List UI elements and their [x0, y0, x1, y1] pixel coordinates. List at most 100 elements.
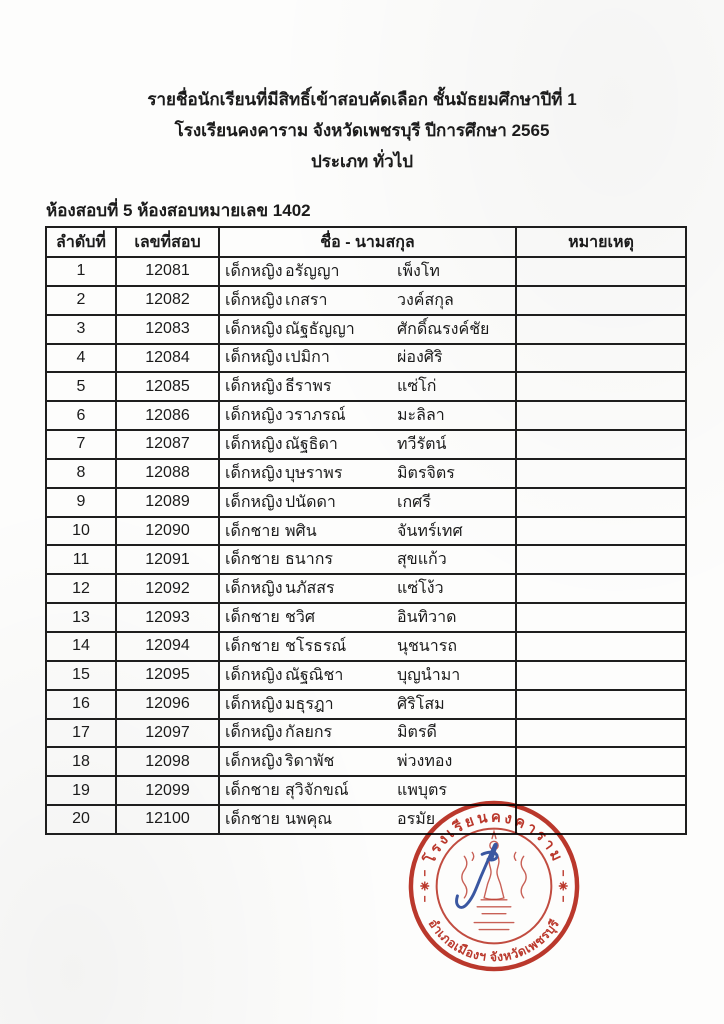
name-prefix: เด็กหญิง: [225, 407, 283, 425]
name-prefix: เด็กหญิง: [225, 435, 283, 453]
cell-name: เด็กหญิง ริดาพัช พ่วงทอง: [218, 746, 517, 778]
first-name: อรัญญา: [285, 262, 340, 280]
name-prefix: เด็กหญิง: [225, 464, 283, 482]
cell-name: เด็กหญิง ณัฐณิชา บุญนำมา: [218, 659, 517, 691]
cell-no: 18: [45, 746, 117, 778]
cell-exam-no: 12090: [115, 515, 220, 547]
cell-note: [515, 630, 687, 662]
document-header: รายชื่อนักเรียนที่มีสิทธิ์เข้าสอบคัดเลือ…: [0, 84, 724, 177]
first-name: เกสรา: [285, 291, 328, 309]
last-name: แพบุตร: [397, 782, 447, 800]
table-row: 13 12093 เด็กชาย ชวิศ อินทิวาด: [45, 602, 687, 633]
name-prefix: เด็กหญิง: [225, 666, 283, 684]
cell-name: เด็กชาย ชวิศ อินทิวาด: [218, 602, 517, 633]
table-row: 7 12087 เด็กหญิง ณัฐธิดา ทวีรัตน์: [45, 429, 687, 460]
cell-note: [515, 400, 687, 432]
cell-no: 8: [45, 457, 117, 489]
cell-no: 9: [45, 486, 117, 518]
cell-name: เด็กชาย พศิน จันทร์เทศ: [218, 515, 517, 547]
first-name: ชโรธรณ์: [285, 637, 347, 655]
cell-note: [515, 717, 687, 749]
cell-note: [515, 457, 687, 489]
signature: [455, 842, 499, 909]
stamp-district-text: อำเภอเมืองฯ จังหวัดเพชรบุรี: [426, 917, 563, 965]
cell-note: [515, 342, 687, 374]
sparkle-ornament-left: [419, 870, 430, 902]
last-name: สุขแก้ว: [397, 551, 447, 569]
cell-no: 4: [45, 342, 117, 374]
name-prefix: เด็กหญิง: [225, 580, 283, 598]
name-prefix: เด็กหญิง: [225, 262, 283, 280]
name-prefix: เด็กหญิง: [225, 493, 283, 511]
last-name: พ่วงทอง: [397, 753, 453, 771]
room-heading: ห้องสอบที่ 5 ห้องสอบหมายเลข 1402: [46, 201, 311, 220]
table-header-row: ลำดับที่ เลขที่สอบ ชื่อ - นามสกุล หมายเห…: [45, 226, 687, 258]
cell-no: 12: [45, 573, 117, 605]
first-name: ธีราพร: [285, 378, 332, 396]
cell-no: 3: [45, 313, 117, 345]
cell-note: [515, 775, 687, 807]
table-row: 14 12094 เด็กชาย ชโรธรณ์ นุชนารถ: [45, 630, 687, 662]
cell-note: [515, 746, 687, 778]
cell-no: 6: [45, 400, 117, 432]
cell-exam-no: 12092: [115, 573, 220, 605]
first-name: กัลยกร: [285, 724, 333, 742]
cell-exam-no: 12089: [115, 486, 220, 518]
header-name: ชื่อ - นามสกุล: [218, 226, 517, 258]
cell-name: เด็กหญิง เกสรา วงค์สกุล: [218, 284, 517, 316]
cell-name: เด็กหญิง อรัญญา เพ็งโท: [218, 256, 517, 287]
cell-exam-no: 12086: [115, 400, 220, 432]
cell-note: [515, 371, 687, 403]
cell-name: เด็กหญิง กัลยกร มิตรดี: [218, 717, 517, 749]
name-prefix: เด็กชาย: [225, 609, 280, 627]
last-name: แซ่โง้ว: [397, 580, 444, 598]
stamp-inner-ring: [435, 827, 553, 945]
cell-name: เด็กหญิง ณัฐธัญญา ศักดิ์ณรงค์ชัย: [218, 313, 517, 345]
name-prefix: เด็กชาย: [225, 810, 280, 828]
school-stamp-svg: โรงเรียนคงคาราม อำเภอเมืองฯ จังหวัดเพชรบ…: [408, 800, 580, 972]
first-name: ณัฐธัญญา: [285, 320, 355, 338]
table-row: 2 12082 เด็กหญิง เกสรา วงค์สกุล: [45, 284, 687, 316]
cell-no: 11: [45, 544, 117, 576]
table-row: 12 12092 เด็กหญิง นภัสสร แซ่โง้ว: [45, 573, 687, 605]
last-name: อินทิวาด: [397, 609, 457, 627]
table-row: 4 12084 เด็กหญิง เปมิกา ผ่องศิริ: [45, 342, 687, 374]
cell-exam-no: 12083: [115, 313, 220, 345]
cell-exam-no: 12093: [115, 602, 220, 633]
cell-note: [515, 602, 687, 633]
document-title-line2: โรงเรียนคงคาราม จังหวัดเพชรบุรี ปีการศึก…: [174, 121, 550, 140]
cell-note: [515, 688, 687, 720]
cell-no: 20: [45, 804, 117, 835]
cell-no: 19: [45, 775, 117, 807]
cell-no: 7: [45, 429, 117, 460]
student-roster-table: ลำดับที่ เลขที่สอบ ชื่อ - นามสกุล หมายเห…: [45, 226, 687, 835]
table-row: 17 12097 เด็กหญิง กัลยกร มิตรดี: [45, 717, 687, 749]
cell-note: [515, 573, 687, 605]
table-row: 16 12096 เด็กหญิง มธุรฎา ศิริโสม: [45, 688, 687, 720]
name-prefix: เด็กหญิง: [225, 291, 283, 309]
name-prefix: เด็กชาย: [225, 637, 280, 655]
cell-note: [515, 429, 687, 460]
cell-exam-no: 12088: [115, 457, 220, 489]
cell-name: เด็กหญิง ธีราพร แซ่โก่: [218, 371, 517, 403]
cell-exam-no: 12087: [115, 429, 220, 460]
cell-exam-no: 12081: [115, 256, 220, 287]
cell-note: [515, 659, 687, 691]
cell-exam-no: 12100: [115, 804, 220, 835]
first-name: ปนัดดา: [285, 493, 336, 511]
table-row: 9 12089 เด็กหญิง ปนัดดา เกศรี: [45, 486, 687, 518]
cell-name: เด็กหญิง ณัฐธิดา ทวีรัตน์: [218, 429, 517, 460]
last-name: นุชนารถ: [397, 637, 457, 655]
last-name: มะลิลา: [397, 407, 445, 425]
last-name: ศักดิ์ณรงค์ชัย: [397, 320, 490, 338]
cell-note: [515, 515, 687, 547]
cell-exam-no: 12091: [115, 544, 220, 576]
header-no: ลำดับที่: [45, 226, 117, 258]
cell-name: เด็กชาย ชโรธรณ์ นุชนารถ: [218, 630, 517, 662]
cell-exam-no: 12098: [115, 746, 220, 778]
table-row: 18 12098 เด็กหญิง ริดาพัช พ่วงทอง: [45, 746, 687, 778]
first-name: บุษราพร: [285, 464, 343, 482]
name-prefix: เด็กหญิง: [225, 320, 283, 338]
cell-name: เด็กชาย ธนากร สุขแก้ว: [218, 544, 517, 576]
